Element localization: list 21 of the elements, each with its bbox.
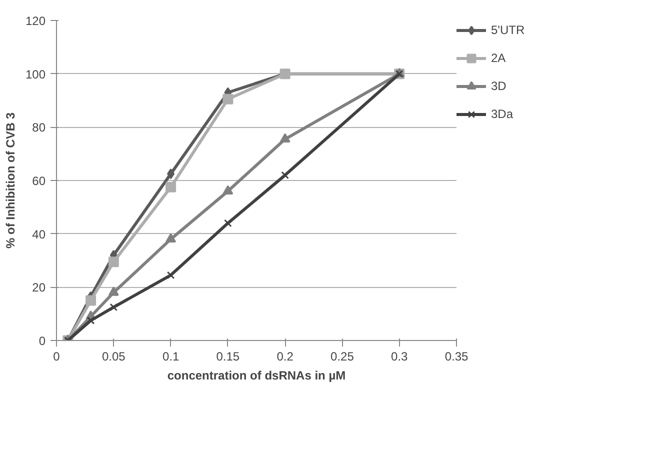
legend-label: 3D: [491, 79, 508, 93]
y-tick-label: 100: [25, 67, 46, 82]
x-tick-label: 0.15: [216, 350, 240, 364]
y-tick-label: 0: [38, 334, 46, 348]
y-tick-label: 120: [25, 14, 46, 28]
x-tick-label: 0.35: [444, 350, 469, 364]
legend-label: 2A: [491, 51, 507, 65]
legend-label: 3Da: [491, 107, 514, 121]
x-tick-label: 0: [53, 350, 60, 364]
y-tick-label: 80: [32, 120, 46, 135]
x-tick-label: 0.05: [102, 350, 126, 364]
x-tick-label: 0.2: [276, 350, 294, 364]
x-tick-label: 0.25: [330, 350, 354, 364]
y-axis-title: % of Inhibition of CVB 3: [3, 112, 18, 248]
y-tick-label: 20: [32, 280, 46, 295]
x-axis-title: concentration of dsRNAs in µM: [167, 368, 346, 382]
y-tick-label: 40: [32, 227, 46, 242]
x-tick-label: 0.1: [162, 350, 180, 364]
y-tick-label: 60: [32, 174, 46, 188]
legend-label: 5'UTR: [491, 23, 525, 37]
x-tick-label: 0.3: [391, 350, 408, 364]
